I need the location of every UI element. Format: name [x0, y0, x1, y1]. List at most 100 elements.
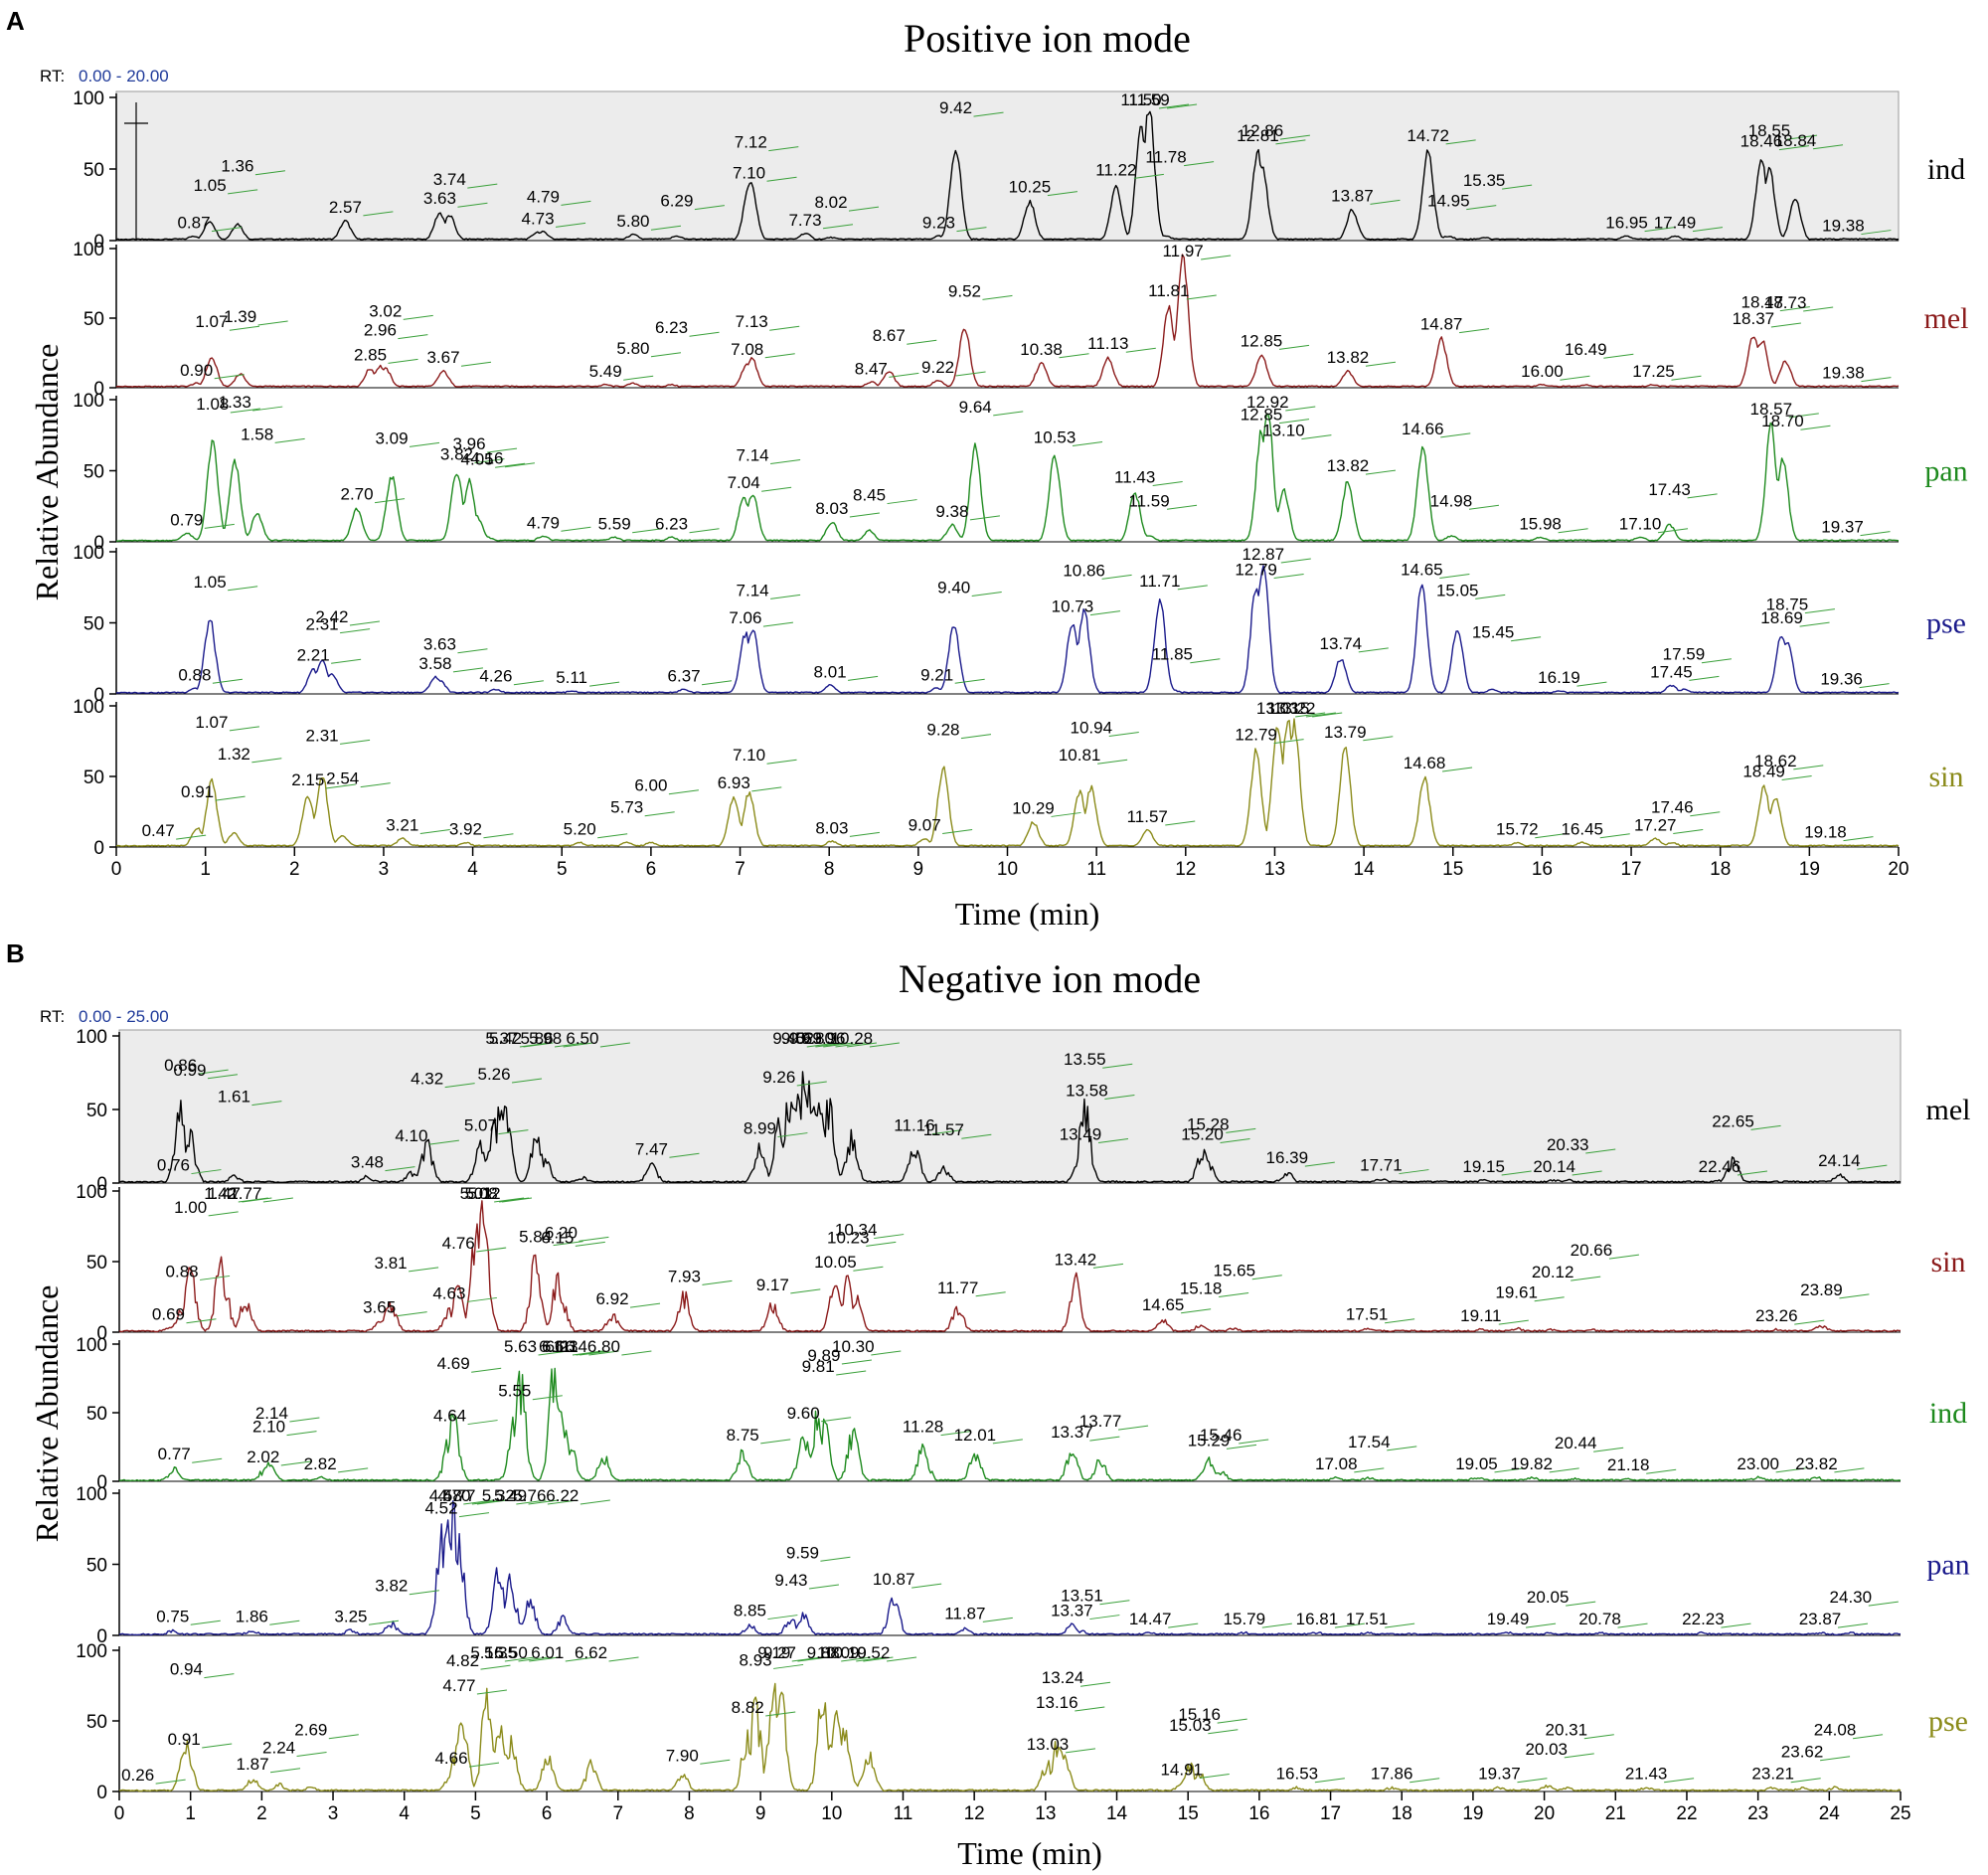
peak-label-text: 6.20	[545, 1223, 578, 1242]
peak-label-leader	[328, 1734, 359, 1740]
peak-label: 11.28	[903, 1418, 971, 1437]
trace-pse: 0 50 100 0.88 1.05 2.21 2.312.42 3.583.63 4.26 5.…	[73, 543, 1966, 706]
peak-label-text: 1.58	[241, 425, 273, 443]
peak-label-leader	[547, 1499, 578, 1505]
peak-label: 9.43	[774, 1571, 840, 1590]
peak-label-text: 16.00	[1521, 362, 1564, 381]
peak-label-leader	[1285, 406, 1316, 412]
peak-label-leader	[1834, 1467, 1865, 1473]
peak-label-text: 11.28	[903, 1418, 943, 1437]
peak-label-text: 9.80	[801, 1029, 834, 1048]
x-axis-label: Time (min)	[957, 1835, 1102, 1871]
peak-label: 6.15	[541, 1228, 605, 1247]
peak-label-text: 18.70	[1761, 412, 1804, 430]
peak-label-text: 19.18	[1804, 823, 1847, 842]
peak-label-leader	[1861, 377, 1892, 383]
peak-label-text: 3.74	[433, 170, 466, 189]
peak-label-leader	[467, 183, 498, 189]
peak-label: 13.15	[1267, 699, 1336, 718]
peak-label-leader	[1535, 833, 1566, 839]
peak-label-leader	[498, 1129, 529, 1135]
peak-label-text: 13.03	[1256, 699, 1299, 718]
peak-label-text: 18.37	[1733, 309, 1775, 328]
peak-label-leader	[954, 678, 985, 684]
peak-label: 5.84	[519, 1228, 583, 1247]
peak-label-leader	[254, 170, 285, 176]
peak-label-leader	[176, 834, 207, 840]
peak-label-text: 16.39	[1266, 1148, 1309, 1167]
peak-label: 0.88	[166, 1262, 231, 1280]
peak-label-leader	[1104, 1094, 1135, 1100]
peak-label-text: 1.47	[208, 1184, 241, 1203]
peak-label-leader	[1354, 1467, 1385, 1473]
peak-label: 1.08	[196, 395, 260, 414]
peak-label-text: 13.77	[1079, 1412, 1122, 1431]
peak-label: 23.21	[1751, 1765, 1821, 1784]
peak-label: 17.25	[1632, 362, 1702, 381]
peak-label-text: 5.73	[610, 798, 643, 817]
peak-label-leader	[863, 1656, 894, 1662]
peak-label: 4.05	[461, 449, 526, 468]
peak-label: 12.92	[1246, 393, 1316, 412]
peak-label-text: 0.88	[166, 1262, 199, 1280]
peak-label-leader	[516, 1499, 547, 1505]
peak-label: 13.55	[1064, 1050, 1133, 1069]
trace-pan: 0 50 100 0.75 1.86 3.25 3.82 4.524.584.704.77 5.…	[76, 1484, 1969, 1647]
peak-label: 0.75	[156, 1607, 221, 1625]
peak-label-text: 1.61	[218, 1088, 250, 1107]
peak-label-text: 19.38	[1822, 217, 1865, 236]
peak-label-leader	[1502, 184, 1533, 190]
peak-label: 17.59	[1663, 645, 1733, 664]
peak-label: 4.73	[521, 209, 586, 228]
peak-label-text: 9.88	[807, 1643, 840, 1662]
peak-label: 13.74	[1320, 634, 1389, 653]
chart-title: Negative ion mode	[899, 956, 1201, 1001]
peak-label-text: 7.10	[733, 746, 765, 765]
peak-label-text: 5.08	[465, 1184, 498, 1203]
peak-label: 8.01	[814, 662, 879, 681]
peak-label-leader	[532, 1395, 563, 1401]
peak-label-leader	[1775, 1467, 1806, 1473]
peak-label-leader	[1737, 1170, 1767, 1176]
peak-label-text: 10.87	[873, 1570, 915, 1589]
peak-label-text: 11.43	[1114, 468, 1155, 487]
peak-label-text: 18.73	[1764, 293, 1807, 312]
peak-label-leader	[349, 620, 381, 626]
peak-label-text: 1.36	[221, 157, 253, 176]
peak-label-text: 5.26	[477, 1065, 510, 1084]
y-tick-label: 50	[86, 1253, 107, 1274]
x-tick-label: 20	[1534, 1803, 1555, 1824]
peak-label-leader	[993, 411, 1024, 417]
peak-label: 9.96	[812, 1029, 877, 1048]
chart-title: Positive ion mode	[904, 16, 1191, 61]
peak-label: 6.92	[595, 1289, 661, 1308]
peak-label-text: 8.99	[744, 1119, 776, 1138]
peak-label-text: 10.86	[1063, 561, 1105, 580]
peak-label-text: 11.71	[1139, 572, 1180, 591]
peak-label: 7.14	[737, 446, 801, 465]
peak-label: 10.52	[848, 1643, 917, 1662]
peak-label: 8.99	[744, 1119, 808, 1138]
peak-label: 9.52	[781, 1029, 846, 1048]
peak-label: 4.76	[442, 1234, 507, 1253]
peak-label: 19.61	[1495, 1283, 1565, 1302]
peak-label-leader	[1177, 585, 1208, 591]
peak-label-leader	[340, 628, 371, 634]
peak-label-leader	[579, 1236, 609, 1242]
peak-label-text: 11.13	[1087, 334, 1128, 353]
peak-label: 23.82	[1795, 1454, 1865, 1473]
peak-label-leader	[1133, 173, 1164, 179]
peak-label-leader	[1779, 306, 1810, 312]
peak-label-text: 13.58	[1066, 1081, 1108, 1100]
x-tick-label: 6	[542, 1803, 553, 1824]
peak-label-text: 0.76	[157, 1156, 190, 1175]
peak-label: 10.29	[1012, 798, 1081, 817]
peak-label-leader	[702, 1279, 733, 1285]
peak-label: 12.86	[1242, 121, 1310, 140]
peak-label: 3.63	[423, 189, 488, 208]
peak-label-text: 4.32	[411, 1070, 443, 1089]
peak-label-text: 14.47	[1129, 1610, 1172, 1628]
peak-label: 9.60	[787, 1404, 852, 1423]
x-tick-label: 4	[399, 1803, 410, 1824]
peak-label: 8.67	[873, 326, 937, 345]
